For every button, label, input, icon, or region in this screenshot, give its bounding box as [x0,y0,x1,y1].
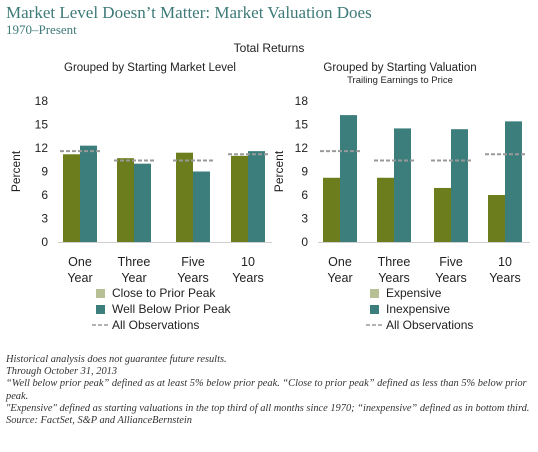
right-x-tick-label: Years [435,271,467,285]
right-bar-series2 [340,115,357,242]
right-x-tick-label: Year [327,271,352,285]
left-legend-swatch-series2 [96,305,105,314]
right-bar-series1 [323,177,340,242]
left-x-tick-label: Years [177,271,209,285]
right-y-tick-label: 6 [301,188,308,202]
right-y-tick-label: 18 [295,94,309,108]
right-legend-label-all-observations: All Observations [386,318,473,332]
right-x-tick-label: Three [378,255,411,269]
charts-canvas: Grouped by Starting Market Level 0 3 6 9 12 15… [9,62,530,332]
right-bar-series1 [377,177,394,242]
left-y-tick-label: 0 [41,235,48,249]
right-x-tick-label: Years [378,271,410,285]
right-x-tick-label: 10 [498,255,512,269]
total-returns-heading: Total Returns [233,41,305,55]
left-x-tick-label: Three [118,255,151,269]
left-x-tick-label: Year [121,271,146,285]
right-x-tick-label: Years [489,271,521,285]
right-y-tick-label: 3 [301,212,308,226]
right-x-tick-label: Five [439,255,463,269]
left-y-tick-label: 3 [41,212,48,226]
right-legend-swatch-series1 [370,289,379,298]
left-chart-title: Grouped by Starting Market Level [64,62,236,74]
footnote-disclaimer: Historical analysis does not guarantee f… [6,354,227,365]
right-legend-swatch-series2 [370,305,379,314]
left-bar-series1 [117,158,134,242]
left-bar-series2 [248,151,265,242]
left-bar-series2 [80,145,97,242]
left-x-tick-label: 10 [241,255,255,269]
left-y-axis-label: Percent [9,150,23,192]
left-bar-series1 [63,154,80,242]
right-bar-series2 [505,121,522,242]
right-x-tick-label: One [328,255,352,269]
right-chart-subtitle: Trailing Earnings to Price [347,75,453,86]
left-legend-label-all-observations: All Observations [112,318,199,332]
left-legend-label-series1: Close to Prior Peak [112,286,216,300]
right-bar-series2 [394,128,411,242]
page-subtitle: 1970–Present [6,22,77,37]
left-bar-series2 [134,163,151,242]
footnote-valuation-definition: "Expensive" defined as starting valuatio… [6,402,530,414]
right-chart-title: Grouped by Starting Valuation [323,62,476,74]
footnotes: Historical analysis does not guarantee f… [6,354,534,427]
left-x-tick-label: Years [232,271,264,285]
right-y-tick-label: 9 [301,165,308,179]
footnote-peak-definition: “Well below prior peak” defined as at le… [6,378,527,402]
right-y-tick-label: 15 [295,118,309,132]
left-y-tick-label: 9 [41,165,48,179]
left-bar-series2 [193,171,210,242]
left-y-tick-label: 15 [35,118,49,132]
page-title: Market Level Doesn’t Matter: Market Valu… [6,3,372,22]
right-bar-series2 [451,129,468,242]
footnote-source: Source: FactSet, S&P and AllianceBernste… [6,415,192,427]
right-legend-label-series2: Inexpensive [386,302,450,316]
footnote-date: Through October 31, 2013 [6,366,118,378]
left-y-tick-label: 6 [41,188,48,202]
left-legend-label-series2: Well Below Prior Peak [112,302,231,316]
right-y-tick-label: 12 [295,141,309,155]
right-y-tick-label: 0 [301,235,308,249]
right-bar-series1 [434,187,451,242]
left-bar-series1 [231,155,248,242]
left-bar-series1 [176,152,193,242]
left-legend-swatch-series1 [96,289,105,298]
left-y-tick-label: 12 [35,141,49,155]
left-x-tick-label: Five [181,255,205,269]
left-x-tick-label: One [68,255,92,269]
right-legend-label-series1: Expensive [386,286,442,300]
left-x-tick-label: Year [67,271,92,285]
right-bar-series1 [488,195,505,242]
right-y-axis-label: Percent [272,150,286,192]
left-y-tick-label: 18 [35,94,49,108]
